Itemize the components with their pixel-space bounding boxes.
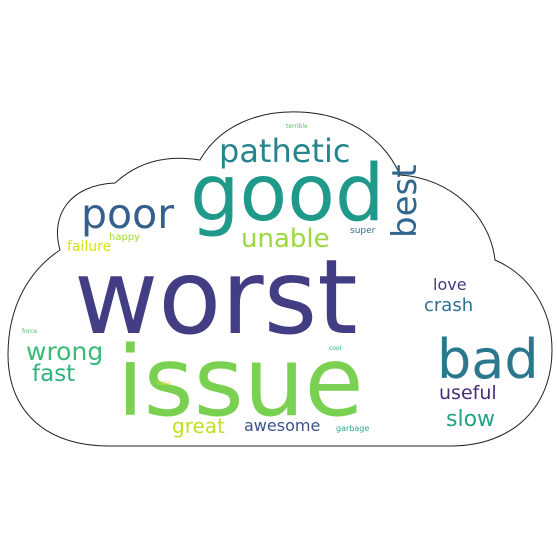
- word-force: force: [22, 328, 37, 335]
- word-best: best: [385, 164, 425, 238]
- word-wrong: wrong: [26, 337, 103, 366]
- word-worst: worst: [74, 238, 358, 358]
- cloud-outline: [7, 111, 553, 447]
- word-good: good: [190, 149, 384, 239]
- word-bad: bad: [437, 328, 539, 391]
- word-cool: cool: [329, 345, 342, 352]
- word-love: love: [433, 275, 467, 294]
- word-super: super: [350, 226, 376, 236]
- word-terrible: terrible: [286, 123, 308, 130]
- word-pathetic: pathetic: [219, 132, 350, 170]
- word-garbage: garbage: [336, 424, 369, 433]
- word-awesome: awesome: [244, 416, 320, 435]
- word-great: great: [172, 414, 225, 438]
- word-crash: crash: [424, 295, 473, 316]
- word-poor: poor: [81, 190, 174, 238]
- word-unable: unable: [241, 224, 330, 254]
- word-issue: issue: [117, 326, 364, 438]
- word-useful: useful: [439, 382, 497, 404]
- word-slow: slow: [446, 407, 495, 432]
- word-hate: hate: [157, 380, 171, 387]
- word-failure: failure: [67, 239, 111, 255]
- word-fast: fast: [32, 361, 75, 387]
- word-happy: happy: [109, 232, 140, 243]
